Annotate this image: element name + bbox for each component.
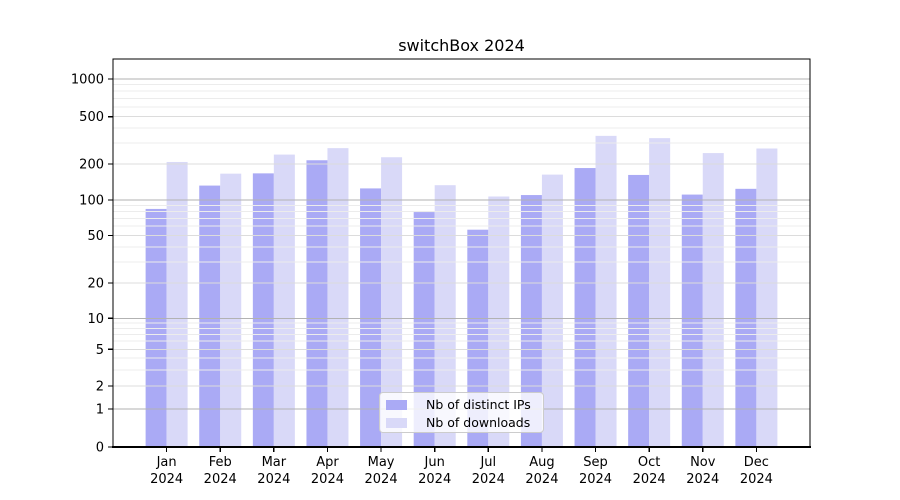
x-tick-label-year: 2024 [257,472,290,487]
legend: Nb of distinct IPs Nb of downloads [379,392,544,433]
x-tick-label-year: 2024 [740,472,773,487]
x-tick-label-year: 2024 [365,472,398,487]
legend-item-distinct-ips: Nb of distinct IPs [386,397,543,413]
x-tick-label-month: Sep [583,455,608,470]
bar-downloads-may [381,157,403,448]
y-tick-label: 500 [79,110,104,125]
x-tick-label-month: Feb [209,455,232,470]
x-tick-label-month: Dec [744,455,769,470]
x-tick-label-year: 2024 [150,472,183,487]
x-tick-label-month: Apr [316,455,339,470]
y-tick-label: 100 [79,194,104,209]
bar-downloads-mar [273,154,295,447]
x-tick-label-year: 2024 [579,472,612,487]
x-tick-label-month: Nov [690,455,716,470]
x-tick-label-year: 2024 [633,472,666,487]
bar-downloads-sep [595,135,617,447]
y-tick-label: 5 [96,343,104,358]
x-tick-label-year: 2024 [525,472,558,487]
y-tick-label: 1000 [71,73,104,88]
legend-item-downloads: Nb of downloads [386,415,543,431]
x-tick-label-month: Aug [529,455,554,470]
bar-distinct-ips-may [360,188,382,447]
chart-title: switchBox 2024 [398,36,525,55]
legend-swatch-downloads-icon [386,417,407,429]
x-tick-label-month: Mar [262,455,287,470]
legend-swatch-distinct-ips-icon [386,399,407,411]
bar-downloads-jul [488,196,510,447]
x-tick-label-month: May [368,455,395,470]
y-tick-label: 1 [96,403,104,418]
bar-downloads-jan [166,161,188,447]
x-tick-label-year: 2024 [311,472,344,487]
bar-downloads-aug [541,174,563,447]
bar-distinct-ips-nov [681,194,703,447]
x-tick-label-month: Oct [638,455,660,470]
y-tick-label: 2 [96,380,104,395]
x-tick-label-year: 2024 [686,472,719,487]
y-tick-label: 10 [87,312,104,327]
bar-downloads-jun [434,185,456,447]
bar-distinct-ips-feb [199,185,221,447]
legend-label-distinct-ips: Nb of distinct IPs [426,397,531,412]
bar-distinct-ips-mar [252,173,274,447]
y-tick-label: 0 [96,441,104,456]
y-tick-label: 200 [79,158,104,173]
bar-downloads-feb [220,173,242,447]
bar-downloads-nov [702,153,724,448]
bar-distinct-ips-jun [413,212,435,447]
bar-downloads-oct [649,138,671,447]
y-tick-label: 50 [87,229,104,244]
legend-label-downloads: Nb of downloads [426,415,531,430]
x-tick-label-month: Jan [156,455,177,470]
bar-distinct-ips-oct [628,174,650,448]
bar-distinct-ips-apr [306,160,328,447]
bar-downloads-apr [327,148,349,448]
x-tick-label-year: 2024 [204,472,237,487]
bar-downloads-dec [756,148,778,448]
x-tick-label-year: 2024 [472,472,505,487]
x-tick-label-month: Jun [424,455,445,470]
x-tick-label-year: 2024 [418,472,451,487]
bar-distinct-ips-aug [520,195,542,447]
bar-distinct-ips-sep [574,168,596,448]
x-tick-label-month: Jul [479,455,496,470]
y-tick-label: 20 [87,277,104,292]
